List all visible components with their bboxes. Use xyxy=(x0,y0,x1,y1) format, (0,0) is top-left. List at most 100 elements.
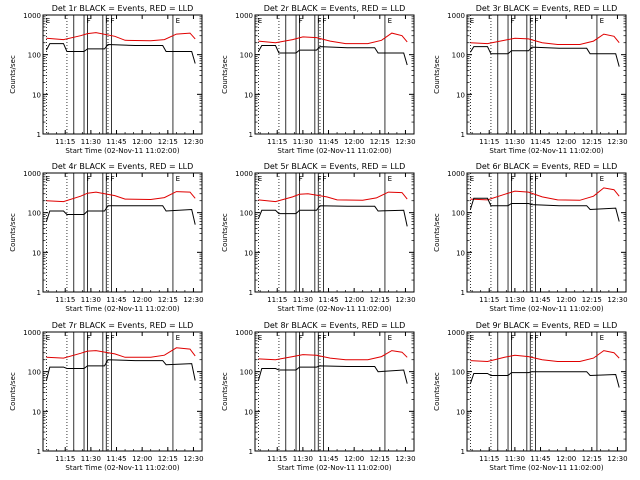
panel-title: Det 9r BLACK = Events, RED = LLD xyxy=(476,321,618,330)
x-tick-label: 12:30 xyxy=(395,296,415,304)
lld-series-line xyxy=(46,191,196,203)
y-tick-label: 1 xyxy=(461,448,465,456)
y-tick-label: 1 xyxy=(37,289,41,297)
y-axis-title: Counts/sec xyxy=(433,55,441,94)
flag-label: F xyxy=(323,17,327,25)
x-tick-label: 12:15 xyxy=(370,138,390,146)
flag-label: F xyxy=(299,17,303,25)
lld-series-line xyxy=(470,350,620,363)
x-tick-label: 12:15 xyxy=(582,455,602,463)
flag-label: F xyxy=(87,334,91,342)
y-tick-label: 1000 xyxy=(23,170,41,178)
x-tick-label: 11:15 xyxy=(267,138,287,146)
x-tick-label: 12:00 xyxy=(556,296,576,304)
x-tick-label: 12:30 xyxy=(607,296,627,304)
events-series-line xyxy=(45,205,196,225)
x-tick-label: 11:45 xyxy=(530,296,550,304)
x-tick-label: 12:00 xyxy=(344,138,364,146)
y-tick-label: 1000 xyxy=(447,12,465,20)
y-tick-label: 1 xyxy=(249,289,253,297)
events-series-line xyxy=(469,371,620,388)
flag-label: F xyxy=(511,175,515,183)
y-tick-label: 10 xyxy=(244,249,253,257)
panel-title: Det 6r BLACK = Events, RED = LLD xyxy=(476,162,618,171)
x-tick-label: 12:30 xyxy=(183,138,203,146)
flag-label: E xyxy=(176,334,180,342)
flag-label: E xyxy=(470,17,474,25)
y-tick-label: 10 xyxy=(32,249,41,257)
y-tick-label: 1 xyxy=(37,448,41,456)
flag-label: F xyxy=(87,175,91,183)
x-tick-label: 12:15 xyxy=(582,138,602,146)
y-axis-title: Counts/sec xyxy=(221,372,229,411)
x-tick-label: 11:15 xyxy=(267,296,287,304)
flag-label: F xyxy=(318,17,322,25)
y-axis-title: Counts/sec xyxy=(433,372,441,411)
events-series-line xyxy=(45,359,196,381)
flag-label: E xyxy=(470,334,474,342)
x-tick-label: 11:15 xyxy=(55,455,75,463)
y-axis-title: Counts/sec xyxy=(9,55,17,94)
flag-label: F xyxy=(111,175,115,183)
y-tick-label: 10 xyxy=(32,91,41,99)
flag-label: E xyxy=(176,175,180,183)
lld-series-line xyxy=(258,350,408,361)
x-tick-label: 11:45 xyxy=(106,296,126,304)
y-axis-title: Counts/sec xyxy=(9,372,17,411)
x-axis-title: Start Time (02-Nov-11 11:02:00) xyxy=(489,464,603,472)
y-tick-label: 1 xyxy=(461,131,465,139)
x-tick-label: 11:45 xyxy=(106,455,126,463)
lld-series-line xyxy=(258,32,408,45)
flag-label: F xyxy=(87,17,91,25)
flag-label: E xyxy=(176,17,180,25)
x-tick-label: 11:45 xyxy=(318,296,338,304)
x-tick-label: 12:30 xyxy=(607,455,627,463)
panel-title: Det 5r BLACK = Events, RED = LLD xyxy=(264,162,406,171)
flag-label: E xyxy=(470,175,474,183)
x-tick-label: 11:30 xyxy=(293,296,313,304)
flag-label: F xyxy=(299,334,303,342)
x-tick-label: 11:45 xyxy=(318,138,338,146)
lld-series-line xyxy=(46,347,196,359)
x-tick-label: 12:00 xyxy=(344,455,364,463)
y-tick-label: 1000 xyxy=(235,12,253,20)
x-tick-label: 12:15 xyxy=(582,296,602,304)
y-tick-label: 100 xyxy=(28,369,41,377)
y-tick-label: 1000 xyxy=(447,170,465,178)
flag-label: F xyxy=(106,334,110,342)
y-tick-label: 10 xyxy=(456,408,465,416)
events-series-line xyxy=(257,205,408,227)
flag-label: E xyxy=(258,175,262,183)
x-tick-label: 11:15 xyxy=(479,296,499,304)
flag-label: E xyxy=(258,334,262,342)
y-tick-label: 1 xyxy=(249,448,253,456)
y-tick-label: 100 xyxy=(452,210,465,218)
x-tick-label: 12:00 xyxy=(556,455,576,463)
events-series-line xyxy=(257,45,408,66)
y-axis-title: Counts/sec xyxy=(221,213,229,252)
flag-label: F xyxy=(530,175,534,183)
x-tick-label: 11:30 xyxy=(81,138,101,146)
x-tick-label: 11:30 xyxy=(81,296,101,304)
x-tick-label: 11:30 xyxy=(293,138,313,146)
y-tick-label: 100 xyxy=(28,52,41,60)
y-tick-label: 1000 xyxy=(447,329,465,337)
lld-series-line xyxy=(470,187,620,201)
x-tick-label: 11:15 xyxy=(267,455,287,463)
flag-label: F xyxy=(299,175,303,183)
flag-label: E xyxy=(600,175,604,183)
x-tick-label: 12:15 xyxy=(158,455,178,463)
y-tick-label: 1000 xyxy=(23,329,41,337)
flag-label: F xyxy=(111,334,115,342)
x-tick-label: 12:30 xyxy=(183,455,203,463)
x-axis-title: Start Time (02-Nov-11 11:02:00) xyxy=(277,147,391,155)
flag-label: F xyxy=(535,334,539,342)
panel-title: Det 7r BLACK = Events, RED = LLD xyxy=(52,321,194,330)
flag-label: E xyxy=(388,175,392,183)
panel-title: Det 3r BLACK = Events, RED = LLD xyxy=(476,4,618,13)
x-tick-label: 12:15 xyxy=(370,296,390,304)
